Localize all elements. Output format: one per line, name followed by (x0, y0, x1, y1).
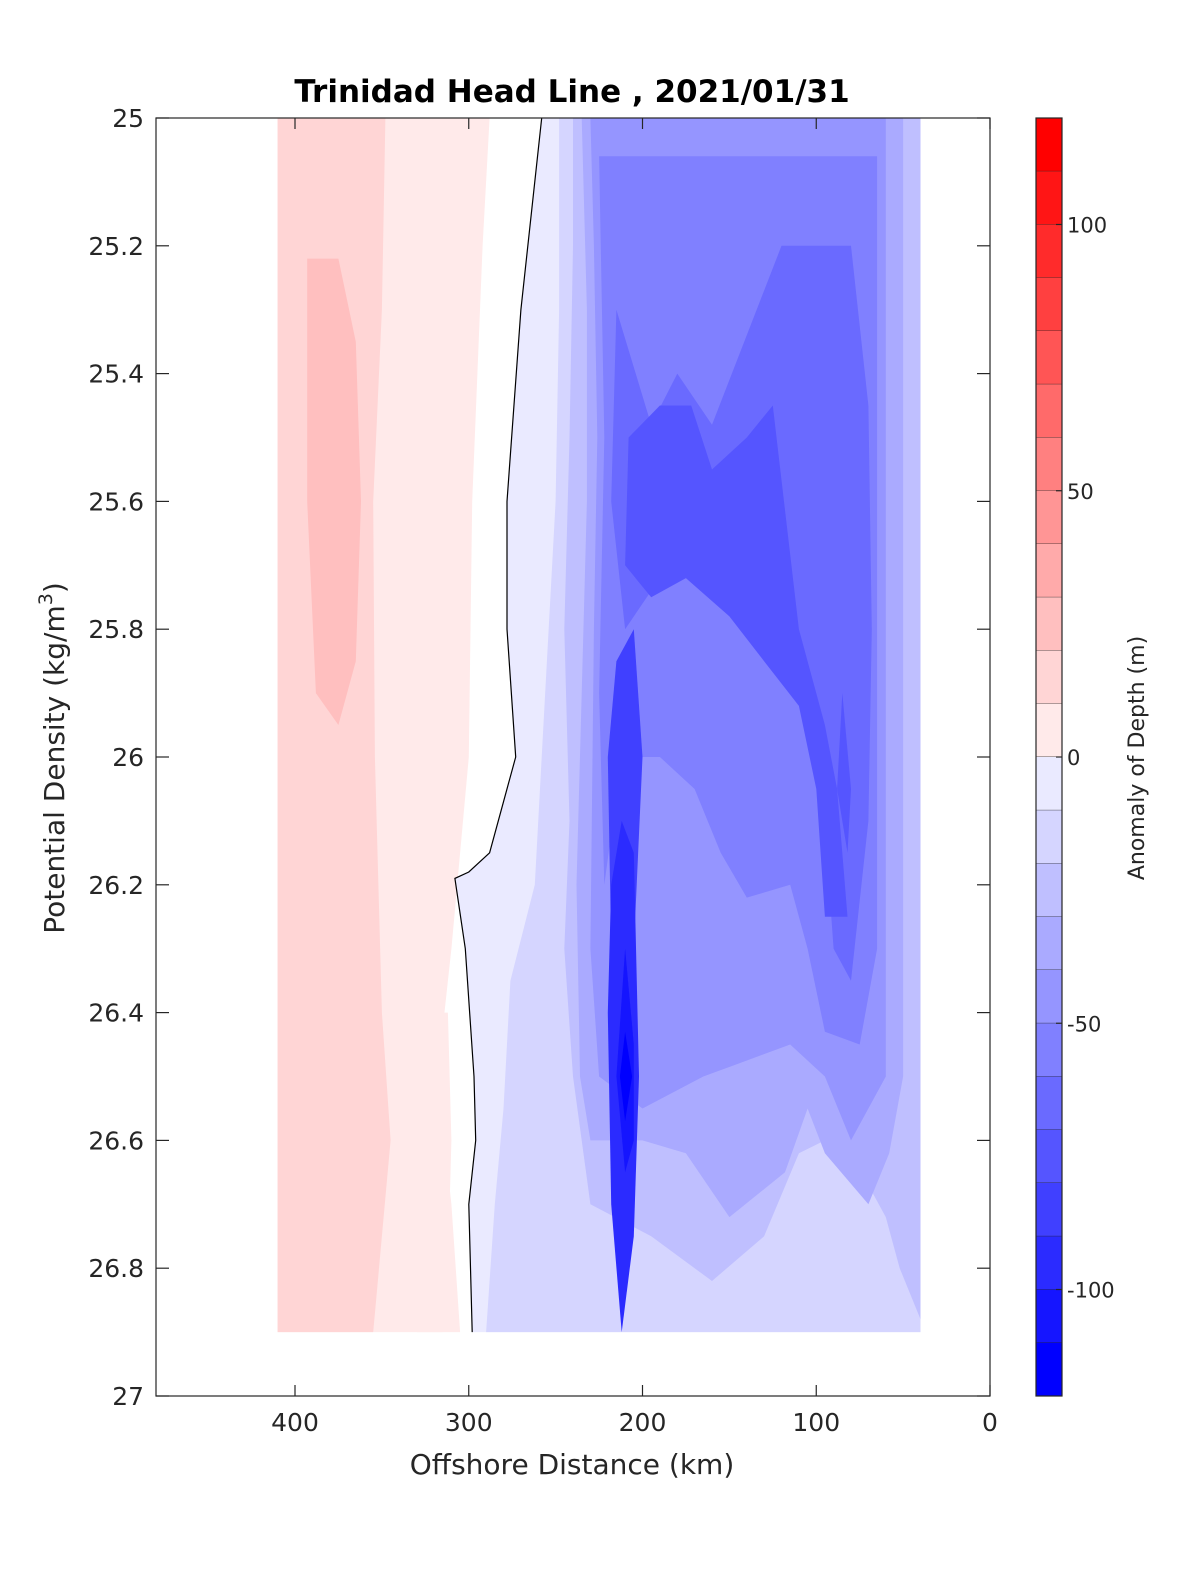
colorbar-block (1036, 810, 1062, 864)
colorbar-block (1036, 597, 1062, 651)
colorbar-block (1036, 1289, 1062, 1343)
y-tick-label: 26.6 (88, 1126, 144, 1155)
colorbar-block (1036, 490, 1062, 544)
y-tick-label: 26.8 (88, 1254, 144, 1283)
contour-region-neg80-11 (625, 405, 848, 917)
y-tick-label: 25 (112, 104, 144, 133)
y-tick-label: 26 (112, 743, 144, 772)
contour-region-pos20-1 (277, 118, 391, 1333)
colorbar-block (1036, 544, 1062, 598)
y-tick-label: 25.2 (88, 232, 144, 261)
contour-region-neg80-16 (837, 693, 851, 853)
colorbar-block (1036, 171, 1062, 225)
contour-fills (277, 118, 921, 1333)
y-axis-ticks: 25 25.2 25.4 25.6 25.8 26 26.2 26.4 26.6 26.8 27 (88, 104, 990, 1411)
colorbar: 100 50 0 -50 -100 (1035, 117, 1115, 1397)
y-tick-label: 26.2 (88, 871, 144, 900)
zero-contour-line (454, 117, 543, 1333)
colorbar-tick-label: 100 (1067, 214, 1107, 238)
colorbar-block (1036, 224, 1062, 278)
x-tick-label: 0 (982, 1408, 998, 1437)
y-axis-label: Potential Density (kg/m3) (35, 582, 71, 934)
x-tick-label: 200 (619, 1408, 667, 1437)
colorbar-label: Anomaly of Depth (m) (1125, 636, 1150, 880)
x-axis-label: Offshore Distance (km) (410, 1448, 735, 1481)
colorbar-tick-label: 0 (1067, 746, 1080, 770)
colorbar-ticks: 100 50 0 -50 -100 (1056, 214, 1115, 1303)
colorbar-block (1036, 1129, 1062, 1183)
colorbar-block (1036, 277, 1062, 331)
contour-region-pos10-3 (402, 1012, 452, 1333)
colorbar-block (1036, 1023, 1062, 1077)
colorbar-block (1036, 437, 1062, 491)
x-tick-label: 100 (792, 1408, 840, 1437)
colorbar-block (1036, 384, 1062, 438)
colorbar-tick-label: 50 (1067, 480, 1094, 504)
colorbar-block (1036, 863, 1062, 917)
y-tick-label: 25.6 (88, 487, 144, 516)
colorbar-tick-label: -100 (1067, 1279, 1115, 1303)
x-tick-label: 300 (445, 1408, 493, 1437)
colorbar-block (1036, 970, 1062, 1024)
colorbar-block (1036, 916, 1062, 970)
colorbar-block (1036, 650, 1062, 704)
y-tick-label: 27 (112, 1382, 144, 1411)
x-tick-label: 400 (271, 1408, 319, 1437)
colorbar-block (1036, 1183, 1062, 1237)
colorbar-block (1036, 703, 1062, 757)
colorbar-block (1036, 1076, 1062, 1130)
colorbar-tick-label: -50 (1067, 1012, 1101, 1036)
plot-area: 400 300 200 100 0 25 25.2 25.4 25.6 25.8 26 26.2 26… (88, 104, 998, 1437)
x-axis-ticks: 400 300 200 100 0 (271, 118, 998, 1437)
colorbar-block (1036, 1342, 1062, 1396)
y-axis-label-superscript: 3 (35, 593, 57, 605)
y-tick-label: 25.4 (88, 360, 144, 389)
y-tick-label: 26.4 (88, 999, 144, 1028)
colorbar-block (1036, 1236, 1062, 1290)
colorbar-block (1036, 757, 1062, 811)
colorbar-blocks (1036, 118, 1062, 1397)
y-axis-label-main: Potential Density (kg/m (38, 605, 71, 934)
chart-title: Trinidad Head Line , 2021/01/31 (294, 74, 849, 110)
contour-region-pos30-2 (307, 258, 361, 725)
colorbar-block (1036, 331, 1062, 385)
colorbar-block (1036, 118, 1062, 172)
y-tick-label: 25.8 (88, 615, 144, 644)
contour-region-neg120-15 (619, 1031, 633, 1122)
y-axis-label-close: ) (38, 582, 71, 593)
